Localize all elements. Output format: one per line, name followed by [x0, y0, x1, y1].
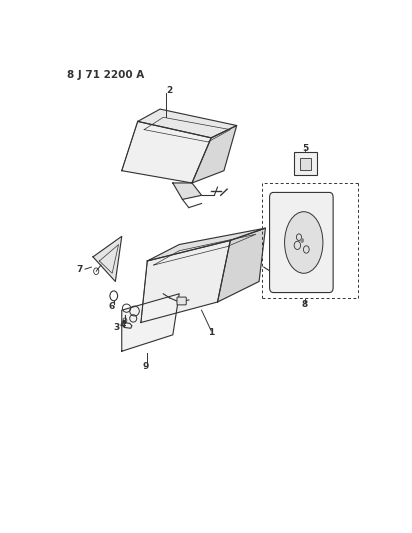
Polygon shape — [192, 126, 236, 183]
Text: 6: 6 — [108, 302, 115, 311]
Text: 7: 7 — [76, 265, 83, 273]
Circle shape — [300, 238, 304, 243]
Ellipse shape — [285, 212, 323, 273]
Polygon shape — [122, 122, 211, 183]
Polygon shape — [147, 228, 265, 261]
FancyBboxPatch shape — [269, 192, 333, 293]
FancyBboxPatch shape — [300, 158, 311, 170]
Polygon shape — [122, 322, 132, 328]
Text: 8: 8 — [301, 301, 307, 309]
FancyBboxPatch shape — [294, 152, 316, 175]
Polygon shape — [138, 109, 236, 138]
Polygon shape — [141, 240, 230, 322]
Polygon shape — [122, 294, 179, 351]
Text: 9: 9 — [143, 362, 149, 372]
Text: 1: 1 — [208, 328, 214, 337]
FancyBboxPatch shape — [177, 297, 186, 305]
Text: 3: 3 — [113, 323, 119, 332]
Polygon shape — [173, 183, 201, 199]
Text: 2: 2 — [166, 86, 173, 95]
Text: 8 J 71 2200 A: 8 J 71 2200 A — [68, 70, 145, 80]
Polygon shape — [218, 228, 265, 302]
Polygon shape — [93, 236, 122, 281]
Text: 4: 4 — [119, 320, 126, 329]
Text: 5: 5 — [302, 143, 309, 152]
